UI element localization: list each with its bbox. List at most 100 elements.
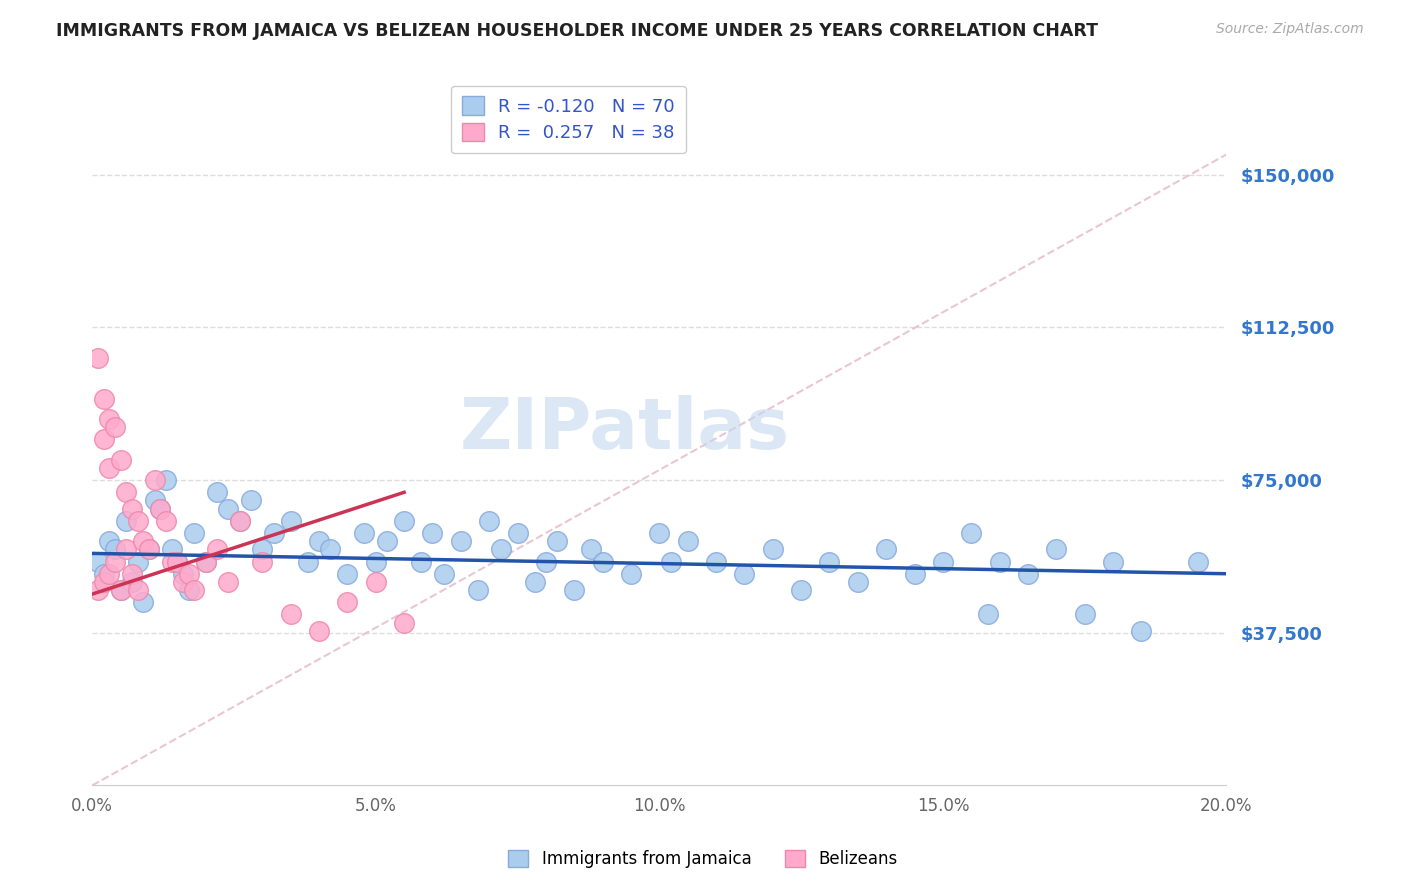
Point [988, 555, 1011, 569]
Point [183, 582, 205, 597]
Point [98, 412, 121, 426]
Point [875, 542, 897, 557]
Point [364, 555, 387, 569]
Legend: Immigrants from Jamaica, Belizeans: Immigrants from Jamaica, Belizeans [502, 843, 904, 875]
Point [263, 526, 285, 541]
Point [98, 566, 121, 581]
Point [733, 566, 755, 581]
Point [87, 582, 110, 597]
Point [450, 534, 472, 549]
Point [676, 534, 699, 549]
Point [392, 615, 415, 630]
Point [110, 452, 132, 467]
Point [846, 574, 869, 589]
Point [433, 566, 456, 581]
Point [143, 473, 166, 487]
Point [177, 582, 200, 597]
Point [659, 555, 682, 569]
Point [364, 574, 387, 589]
Point [132, 534, 155, 549]
Point [104, 542, 127, 557]
Point [160, 542, 183, 557]
Point [392, 514, 415, 528]
Point [1073, 607, 1095, 622]
Point [308, 624, 330, 638]
Point [87, 351, 110, 365]
Point [932, 555, 955, 569]
Point [704, 555, 727, 569]
Point [592, 555, 614, 569]
Point [138, 542, 160, 557]
Point [177, 566, 200, 581]
Point [506, 526, 529, 541]
Point [1130, 624, 1153, 638]
Point [353, 526, 375, 541]
Point [1102, 555, 1125, 569]
Point [160, 555, 183, 569]
Point [98, 461, 121, 475]
Point [93, 574, 115, 589]
Text: ZIPatlas: ZIPatlas [460, 395, 790, 464]
Point [411, 555, 433, 569]
Point [121, 501, 143, 516]
Point [194, 555, 217, 569]
Point [336, 566, 359, 581]
Point [143, 493, 166, 508]
Point [217, 574, 239, 589]
Point [121, 574, 143, 589]
Point [93, 566, 115, 581]
Point [194, 555, 217, 569]
Point [93, 433, 115, 447]
Point [375, 534, 398, 549]
Point [228, 514, 250, 528]
Point [104, 555, 127, 569]
Point [127, 555, 149, 569]
Point [581, 542, 603, 557]
Point [252, 555, 274, 569]
Point [127, 514, 149, 528]
Point [93, 392, 115, 406]
Point [1187, 555, 1209, 569]
Point [648, 526, 671, 541]
Point [205, 485, 228, 500]
Point [790, 582, 813, 597]
Point [620, 566, 643, 581]
Point [115, 514, 138, 528]
Point [115, 485, 138, 500]
Point [110, 582, 132, 597]
Point [489, 542, 512, 557]
Legend: R = -0.120   N = 70, R =  0.257   N = 38: R = -0.120 N = 70, R = 0.257 N = 38 [451, 86, 686, 153]
Point [172, 574, 194, 589]
Point [155, 473, 177, 487]
Point [252, 542, 274, 557]
Point [149, 501, 172, 516]
Point [121, 566, 143, 581]
Point [127, 582, 149, 597]
Point [523, 574, 546, 589]
Text: IMMIGRANTS FROM JAMAICA VS BELIZEAN HOUSEHOLDER INCOME UNDER 25 YEARS CORRELATIO: IMMIGRANTS FROM JAMAICA VS BELIZEAN HOUS… [56, 22, 1098, 40]
Point [183, 526, 205, 541]
Point [172, 566, 194, 581]
Point [280, 514, 302, 528]
Point [138, 542, 160, 557]
Point [166, 555, 188, 569]
Point [1017, 566, 1039, 581]
Point [280, 607, 302, 622]
Point [422, 526, 444, 541]
Point [205, 542, 228, 557]
Point [149, 501, 172, 516]
Point [534, 555, 557, 569]
Point [228, 514, 250, 528]
Point [297, 555, 319, 569]
Point [104, 420, 127, 434]
Point [478, 514, 501, 528]
Point [217, 501, 239, 516]
Point [110, 582, 132, 597]
Point [98, 534, 121, 549]
Text: Source: ZipAtlas.com: Source: ZipAtlas.com [1216, 22, 1364, 37]
Point [977, 607, 1000, 622]
Point [240, 493, 263, 508]
Point [166, 555, 188, 569]
Point [155, 514, 177, 528]
Point [336, 595, 359, 609]
